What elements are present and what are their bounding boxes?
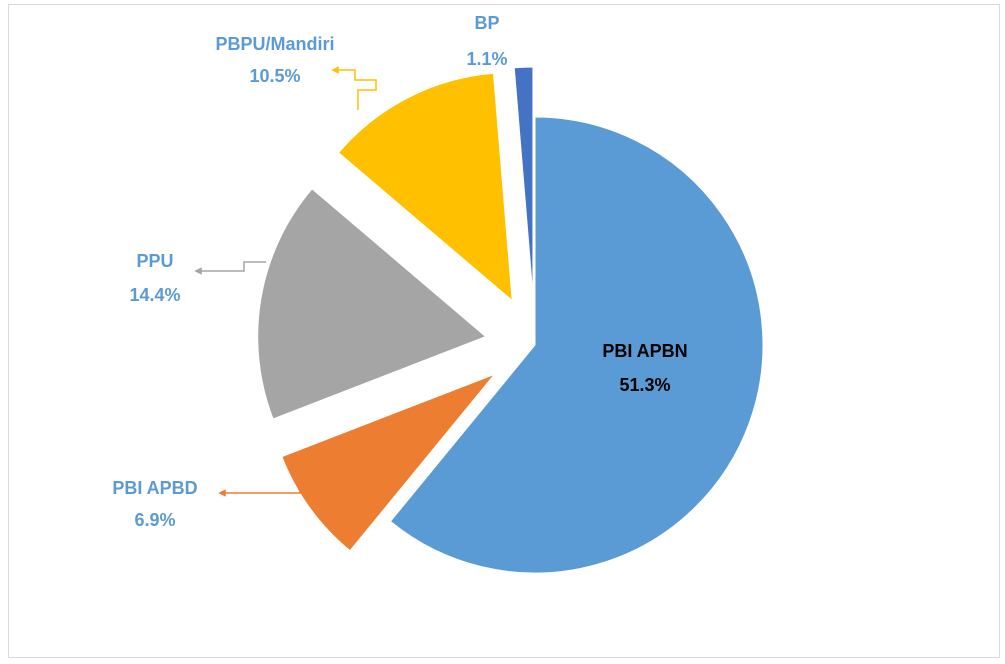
pie-slice [257,188,487,420]
value-label: 1.1% [466,49,507,69]
pie-slice [389,116,764,574]
category-label: PPU [136,251,173,271]
pie-slice [513,66,534,296]
category-label: PBPU/Mandiri [215,34,334,54]
value-label: 14.4% [129,285,180,305]
value-label: 6.9% [134,510,175,530]
value-label: 10.5% [249,66,300,86]
pie-slice [281,373,497,552]
leader-line [194,261,266,275]
category-label: PBI APBD [112,478,197,498]
category-label: PBI APBN [602,341,687,361]
leader-line [331,66,377,110]
category-label: BP [474,13,499,33]
value-label: 51.3% [619,375,670,395]
pie-slice [337,72,513,302]
leader-line [218,474,318,497]
